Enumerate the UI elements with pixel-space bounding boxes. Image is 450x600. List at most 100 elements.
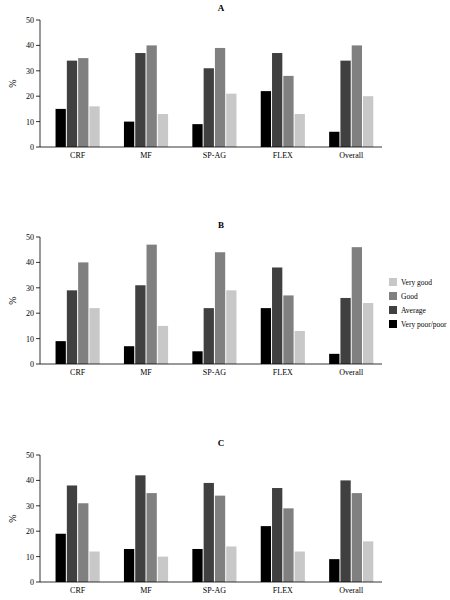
- y-tick: [36, 20, 40, 21]
- bar: [352, 45, 362, 147]
- bar: [147, 45, 157, 147]
- y-tick-label: 20: [26, 309, 34, 318]
- x-tick-label: MF: [140, 151, 152, 160]
- y-tick: [36, 531, 40, 532]
- y-tick-label: 10: [26, 553, 34, 562]
- bar: [261, 526, 271, 582]
- bar: [135, 53, 145, 147]
- y-tick: [36, 582, 40, 583]
- y-tick-label: 30: [26, 67, 34, 76]
- y-tick: [36, 505, 40, 506]
- bar: [340, 61, 350, 147]
- bar: [158, 114, 168, 147]
- bar: [78, 58, 88, 147]
- bar: [283, 295, 293, 364]
- x-tick-label: SP-AG: [203, 368, 226, 377]
- y-tick-label: 20: [26, 527, 34, 536]
- x-axis: [40, 147, 382, 148]
- legend-label: Average: [401, 306, 427, 315]
- x-tick-label: CRF: [70, 151, 86, 160]
- x-tick-label: Overall: [339, 368, 364, 377]
- bar: [67, 61, 77, 147]
- bar: [124, 346, 134, 364]
- bar: [215, 252, 225, 364]
- bar: [78, 503, 88, 582]
- bar: [329, 132, 339, 147]
- bar: [67, 290, 77, 364]
- y-tick: [36, 455, 40, 456]
- y-axis-label: %: [7, 79, 18, 87]
- bar: [295, 331, 305, 364]
- panel: A%01020304050CRFMFSP-AGFLEXOverall: [7, 3, 382, 160]
- bar: [272, 53, 282, 147]
- y-tick-label: 40: [26, 476, 34, 485]
- bar: [272, 488, 282, 582]
- y-axis-label: %: [7, 296, 18, 304]
- bar: [78, 262, 88, 364]
- x-tick-label: Overall: [339, 586, 364, 595]
- y-tick-label: 30: [26, 284, 34, 293]
- y-tick: [36, 364, 40, 365]
- y-tick-label: 50: [26, 16, 34, 25]
- y-tick: [36, 237, 40, 238]
- bar: [363, 96, 373, 147]
- y-tick: [36, 96, 40, 97]
- legend-label: Good: [401, 292, 418, 301]
- y-tick-label: 0: [30, 143, 34, 152]
- bar: [147, 245, 157, 364]
- bar: [192, 351, 202, 364]
- y-tick-label: 20: [26, 92, 34, 101]
- panel-title: A: [218, 3, 225, 13]
- x-tick-label: CRF: [70, 586, 86, 595]
- y-axis: [40, 455, 41, 582]
- bar: [363, 303, 373, 364]
- bar: [135, 285, 145, 364]
- bar: [147, 493, 157, 582]
- y-tick: [36, 147, 40, 148]
- bar: [204, 68, 214, 147]
- bar: [67, 485, 77, 582]
- bar: [226, 290, 236, 364]
- y-tick-label: 30: [26, 502, 34, 511]
- x-tick-label: MF: [140, 586, 152, 595]
- x-tick-label: SP-AG: [203, 586, 226, 595]
- y-tick: [36, 262, 40, 263]
- y-tick-label: 50: [26, 233, 34, 242]
- y-tick: [36, 70, 40, 71]
- bar: [261, 91, 271, 147]
- bar: [329, 354, 339, 364]
- panel: B%01020304050CRFMFSP-AGFLEXOverallVery g…: [7, 220, 447, 377]
- legend-swatch: [389, 320, 397, 328]
- bar: [352, 247, 362, 364]
- y-axis: [40, 20, 41, 147]
- bar: [340, 480, 350, 582]
- y-tick-label: 40: [26, 258, 34, 267]
- bar: [56, 109, 66, 147]
- x-tick-label: MF: [140, 368, 152, 377]
- bar: [295, 114, 305, 147]
- panel-title: C: [218, 438, 225, 448]
- bar: [295, 552, 305, 582]
- y-tick-label: 10: [26, 118, 34, 127]
- bars: [56, 245, 374, 364]
- bar: [56, 534, 66, 582]
- y-tick-label: 10: [26, 335, 34, 344]
- bar: [352, 493, 362, 582]
- bar: [329, 559, 339, 582]
- y-tick: [36, 313, 40, 314]
- legend-swatch: [389, 306, 397, 314]
- figure: A%01020304050CRFMFSP-AGFLEXOverallB%0102…: [0, 0, 450, 600]
- y-tick: [36, 287, 40, 288]
- bar: [283, 76, 293, 147]
- x-tick-label: FLEX: [273, 586, 293, 595]
- y-tick: [36, 480, 40, 481]
- bars: [56, 45, 374, 147]
- x-axis: [40, 582, 382, 583]
- bar: [89, 552, 99, 582]
- bar: [204, 308, 214, 364]
- bar: [261, 308, 271, 364]
- y-tick-label: 0: [30, 360, 34, 369]
- bar: [124, 122, 134, 147]
- y-axis-label: %: [7, 514, 18, 522]
- bar: [89, 106, 99, 147]
